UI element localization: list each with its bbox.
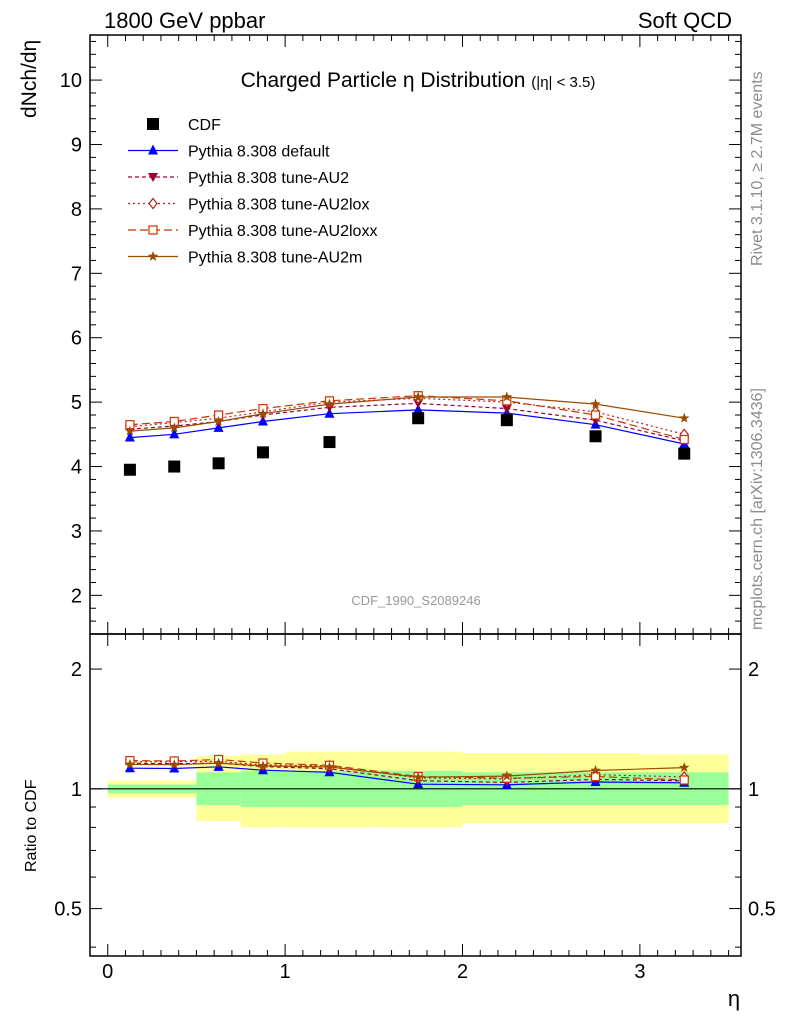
header-left: 1800 GeV ppbar <box>104 8 265 33</box>
x-tick-label: 1 <box>280 961 291 983</box>
data-point <box>323 436 336 449</box>
y-tick-label-main: 6 <box>71 328 82 350</box>
series-line-main <box>129 395 685 441</box>
chart-title-symbol: η <box>403 69 415 92</box>
series-point-ratio <box>679 775 689 785</box>
plot-frames <box>89 34 742 957</box>
legend-label: Pythia 8.308 tune-AU2m <box>188 250 362 267</box>
legend-marker <box>147 251 159 261</box>
series-point-main <box>324 398 335 409</box>
legend-label: Pythia 8.308 tune-AU2lox <box>188 197 369 214</box>
y-tick-label-ratio-right: 1 <box>748 779 759 801</box>
data-point <box>212 457 225 470</box>
legend-label: Pythia 8.308 tune-AU2 <box>188 170 349 187</box>
series-point-main <box>324 407 335 418</box>
chart-title-rest: Distribution <box>420 69 525 92</box>
data-point <box>412 412 425 425</box>
y-axis-label-ratio: Ratio to CDF <box>23 779 40 872</box>
y-tick-label-main: 2 <box>71 585 82 607</box>
series-point-ratio <box>501 770 513 781</box>
y-tick-label-ratio: 0.5 <box>54 899 82 921</box>
y-tick-label-main: 3 <box>71 521 82 543</box>
series-point-main <box>679 412 690 423</box>
x-tick-label: 2 <box>457 961 468 983</box>
series-point-ratio <box>213 757 224 768</box>
ratio-plot-frame <box>89 633 742 957</box>
chart-title-cut: (|η| < 3.5) <box>531 74 595 91</box>
series-point-main <box>590 410 601 420</box>
y-tick-label-main: 10 <box>60 70 82 92</box>
series-point-ratio <box>679 762 690 773</box>
mcplots-label: mcplots.cern.ch [arXiv:1306.3436] <box>749 388 766 630</box>
data-point <box>123 463 136 476</box>
legend-marker <box>148 144 158 155</box>
series-point-main <box>213 421 224 432</box>
series-point-main <box>501 404 512 414</box>
legend-marker <box>148 173 158 182</box>
series-point-main <box>590 398 601 409</box>
y-tick-label-main: 7 <box>71 263 82 285</box>
series-point-main <box>169 422 180 433</box>
series-line-main <box>129 402 685 442</box>
chart-title: Charged Particle η Distribution (|η| < 3… <box>241 69 596 92</box>
series-point-main <box>413 403 424 414</box>
series-point-ratio <box>169 759 180 770</box>
legend-label: Pythia 8.308 tune-AU2loxx <box>188 223 377 240</box>
data-point <box>256 446 269 459</box>
header-right: Soft QCD <box>638 8 732 33</box>
y-axis-label-main: dNch/dη <box>18 40 41 118</box>
chart-title-main: Charged Particle <box>241 69 397 92</box>
y-tick-label-ratio: 1 <box>71 779 82 801</box>
x-axis-label: η <box>728 986 740 1011</box>
series-point-main <box>124 431 135 442</box>
series-point-ratio <box>590 765 601 775</box>
data-point <box>500 414 513 427</box>
data-point <box>589 430 602 443</box>
series-point-ratio <box>412 771 424 782</box>
y-tick-label-ratio: 2 <box>71 659 82 681</box>
legend-marker <box>148 197 158 210</box>
y-tick-label-ratio-right: 2 <box>748 659 759 681</box>
ratio-uncertainty-bands <box>90 751 741 828</box>
series-point-main <box>412 391 424 402</box>
x-tick-label: 3 <box>634 961 645 983</box>
legend: CDF Pythia 8.308 default Pythia 8.308 tune… <box>128 117 377 267</box>
series-point-main <box>679 434 689 445</box>
series-lines <box>124 391 690 789</box>
data-point <box>168 460 181 473</box>
legend-label-data: CDF <box>188 117 221 134</box>
legend-marker <box>148 225 158 235</box>
series-point-main <box>257 415 268 426</box>
rivet-version-label: Rivet 3.1.10, ≥ 2.7M events <box>749 71 766 266</box>
data-point <box>678 447 691 460</box>
data-markers <box>123 412 691 476</box>
y-tick-label-main: 4 <box>71 457 82 479</box>
series-point-ratio <box>324 761 335 772</box>
y-tick-label-main: 8 <box>71 199 82 221</box>
y-tick-label-main: 5 <box>71 392 82 414</box>
legend-marker-data <box>147 118 159 130</box>
series-point-main <box>169 428 180 439</box>
series-point-ratio <box>257 760 269 771</box>
series-point-main <box>213 415 224 426</box>
axis-ticks: 0 1 2 3 2 3 4 5 6 7 8 9 10 0.5 0.5 1 1 2 2 <box>54 35 776 983</box>
y-tick-label-ratio-right: 0.5 <box>748 899 776 921</box>
series-point-main <box>124 425 136 436</box>
x-tick-label: 0 <box>102 961 113 983</box>
analysis-watermark: CDF_1990_S2089246 <box>351 593 480 608</box>
series-point-main <box>501 391 513 402</box>
legend-label: Pythia 8.308 default <box>188 144 330 161</box>
series-point-ratio <box>124 758 136 769</box>
series-point-main <box>257 408 269 419</box>
y-tick-label-main: 9 <box>71 134 82 156</box>
